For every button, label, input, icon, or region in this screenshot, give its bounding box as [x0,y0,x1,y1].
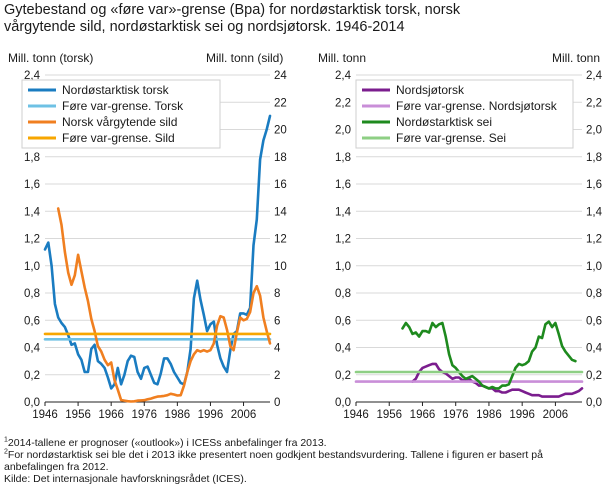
y-tick-label: 0,4 [335,343,352,355]
y2-tick-label: 2,2 [586,97,602,109]
y2-tick-label: 1,4 [586,206,603,218]
y2-axis-title: Mill. tonn [552,51,600,65]
y2-tick-label: 0 [274,397,280,409]
y-tick-label: 1,6 [24,179,40,191]
y2-tick-label: 2,0 [586,125,602,137]
x-tick-label: 1996 [198,409,224,421]
y2-tick-label: 22 [274,97,287,109]
footnotes: 12014-tallene er prognoser («outlook») i… [4,436,606,486]
chart-panel-left: 0,0 0 0,2 2 0,4 4 0,6 6 0,8 8 1,0 10 1,2 12 1,4 14 1,6 16… [8,51,287,421]
y-tick-label: 1,4 [335,206,352,218]
y2-tick-label: 1,6 [586,179,602,191]
y2-tick-label: 10 [274,261,287,273]
x-tick-label: 1976 [443,409,469,421]
footnote-2-continued: anbefalingen fra 2012. [4,461,109,473]
y-tick-label: 2,4 [335,70,352,82]
x-tick-label: 1946 [343,409,369,421]
title-line-1: Gytebestand og «føre var»-grense (Bpa) f… [4,2,461,18]
legend-box [355,79,574,149]
y2-tick-label: 0,2 [586,370,602,382]
y2-axis-title: Mill. tonn (sild) [206,51,283,65]
footnote-2-mark: 2 [4,448,8,456]
y2-tick-label: 1,8 [586,152,602,164]
footnote-1-text: 2014-tallene er prognoser («outlook») i … [7,437,327,449]
y-axis-title: Mill. tonn (torsk) [8,51,93,65]
title-line-2: vårgytende sild, nordøstarktisk sei og n… [4,19,405,35]
legend-label: Føre var-grense. Torsk [62,99,184,113]
source-note: Kilde: Det internasjonale havforskningsr… [4,473,247,485]
y2-tick-label: 4 [274,343,281,355]
y2-tick-label: 2 [274,370,280,382]
y-tick-label: 0,2 [335,370,351,382]
x-tick-label: 1956 [65,409,91,421]
y-tick-label: 0,6 [24,315,40,327]
x-tick-label: 1946 [32,409,58,421]
series-line [56,207,272,403]
series-line [411,362,584,398]
y-tick-label: 1,2 [24,234,40,246]
x-tick-label: 1986 [165,409,191,421]
y-tick-label: 2,4 [24,70,41,82]
y-tick-label: 2,2 [335,97,351,109]
legend-label: Norsk vårgytende sild [62,115,177,129]
y2-tick-label: 18 [274,152,287,164]
y-tick-label: 0,0 [335,397,351,409]
y-tick-label: 0,2 [24,370,40,382]
y2-tick-label: 0,0 [586,397,602,409]
x-tick-label: 2006 [543,409,569,421]
y-tick-label: 0,8 [335,288,351,300]
x-tick-label: 2006 [231,409,257,421]
footnote-2: 2For nordøstarktisk sei ble det i 2013 i… [4,448,606,462]
legend-label: Føre var-grense. Sild [62,131,175,145]
y-tick-label: 0,4 [24,343,41,355]
x-tick-label: 1966 [98,409,124,421]
y-tick-label: 1,0 [335,261,351,273]
y2-tick-label: 24 [274,70,287,82]
y-tick-label: 0,6 [335,315,351,327]
y-tick-label: 1,0 [24,261,40,273]
footnote-1: 12014-tallene er prognoser («outlook») i… [4,436,606,450]
x-tick-label: 1976 [131,409,157,421]
footnote-1-mark: 1 [4,436,8,444]
footnote-2-text: For nordøstarktisk sei ble det i 2013 ik… [7,449,543,461]
x-tick-label: 1996 [509,409,535,421]
y-tick-label: 1,4 [24,206,41,218]
y2-tick-label: 12 [274,234,287,246]
y2-tick-label: 0,6 [586,315,602,327]
y-tick-label: 2,0 [335,125,351,137]
y2-tick-label: 8 [274,288,280,300]
x-tick-label: 1986 [476,409,502,421]
y2-tick-label: 0,8 [586,288,602,300]
y-axis-title: Mill. tonn [318,51,366,65]
x-tick-label: 1966 [410,409,436,421]
legend-label: Nordsjøtorsk [396,83,465,97]
y2-tick-label: 1,2 [586,234,602,246]
legend-label: Nordøstarktisk sei [396,115,492,129]
chart-panel-right: 0,0 0,0 0,2 0,2 0,4 0,4 0,6 0,6 0,8 0,8 1,0 1,0 1,2 1… [318,51,603,421]
page-title: Gytebestand og «føre var»-grense (Bpa) f… [4,2,604,36]
y-tick-label: 1,2 [335,234,351,246]
legend-label: Føre var-grense. Sei [396,131,506,145]
y2-tick-label: 2,4 [586,70,603,82]
series-line [401,320,577,390]
legend-label: Føre var-grense. Nordsjøtorsk [396,99,558,113]
y2-tick-label: 14 [274,206,287,218]
y2-tick-label: 20 [274,125,287,137]
y2-tick-label: 6 [274,315,280,327]
y2-tick-label: 16 [274,179,287,191]
x-tick-label: 1956 [376,409,402,421]
y2-tick-label: 0,4 [586,343,603,355]
y2-tick-label: 1,0 [586,261,602,273]
y-tick-label: 1,8 [24,152,40,164]
y-tick-label: 1,8 [335,152,351,164]
y-tick-label: 0,8 [24,288,40,300]
y-tick-label: 1,6 [335,179,351,191]
legend-label: Nordøstarktisk torsk [62,83,170,97]
y-tick-label: 0,0 [24,397,40,409]
